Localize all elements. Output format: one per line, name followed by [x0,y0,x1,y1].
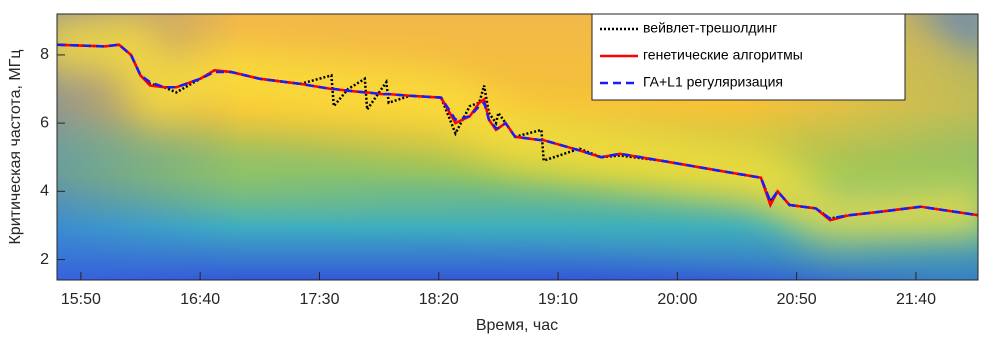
series-line [56,43,979,222]
y-axis-label: Критическая частота, МГц [7,49,24,244]
x-tick-label: 16:40 [180,291,220,308]
x-tick-label: 19:10 [538,291,578,308]
x-tick-label: 21:40 [896,291,936,308]
legend-label: вейвлет-трешолдинг [643,20,777,36]
lines [56,43,979,222]
axes: 15:50 16:40 17:30 18:20 19:10 20:00 20:50 21:40… [40,46,936,308]
x-tick-label: 18:20 [419,291,459,308]
x-tick-label: 17:30 [299,291,339,308]
x-tick-label: 20:50 [777,291,817,308]
y-tick-label: 8 [40,46,49,63]
x-tick-label: 15:50 [61,291,101,308]
legend-box [591,13,906,101]
x-tick-label: 20:00 [657,291,697,308]
legend-label: ГА+L1 регуляризация [643,74,783,90]
legend-label: генетические алгоритмы [643,47,803,63]
x-axis-label: Время, час [476,317,558,334]
y-tick-label: 4 [40,183,49,200]
legend: вейвлет-трешолдинг генетические алгоритмы… [591,13,906,101]
y-tick-label: 2 [40,251,49,268]
plot-frame [56,13,979,281]
y-tick-label: 6 [40,114,49,131]
